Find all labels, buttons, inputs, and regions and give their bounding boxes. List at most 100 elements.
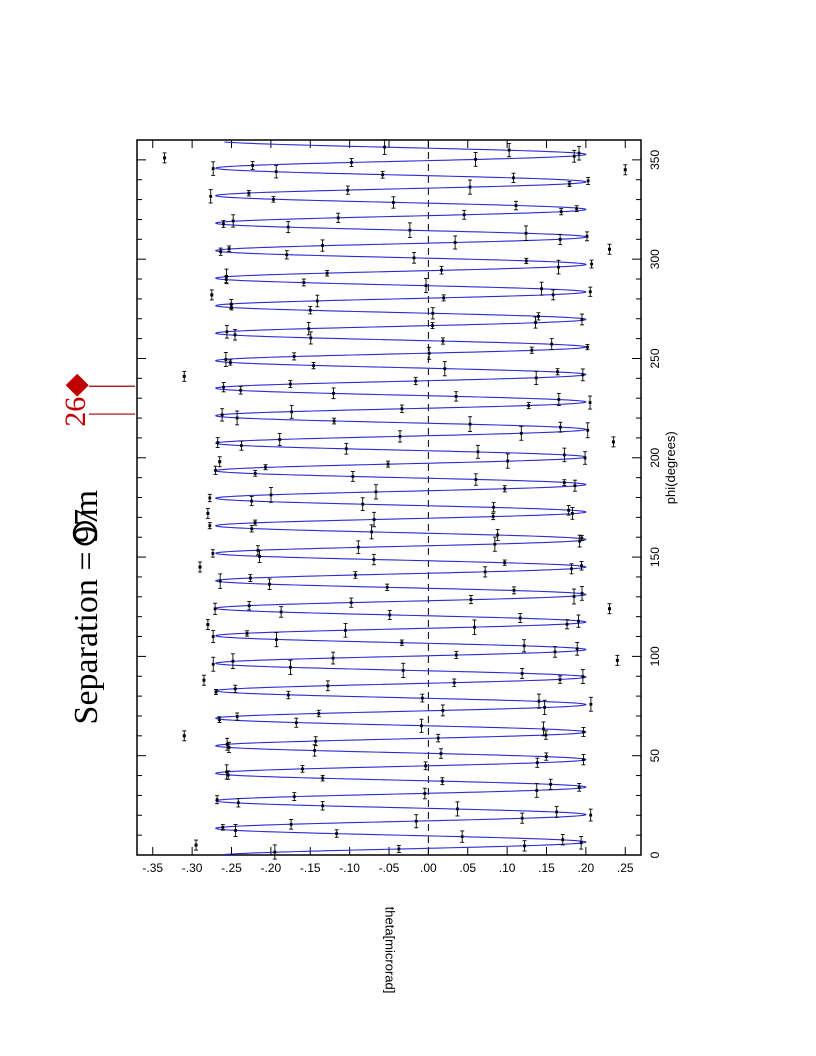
x-tick-label: 0 xyxy=(648,851,662,858)
x-tick-label: 150 xyxy=(648,547,662,567)
data-point xyxy=(441,339,445,343)
data-point xyxy=(275,638,278,642)
data-point xyxy=(312,364,315,368)
data-point xyxy=(292,354,296,358)
data-point xyxy=(211,662,215,666)
data-point xyxy=(372,558,376,561)
data-point xyxy=(222,385,226,389)
data-point xyxy=(372,518,376,521)
outlier-point xyxy=(210,293,214,297)
data-point xyxy=(414,819,418,823)
data-point xyxy=(307,327,311,331)
plot-frame xyxy=(136,139,642,856)
data-point xyxy=(473,625,476,629)
data-point xyxy=(227,745,231,749)
data-point xyxy=(555,810,559,814)
data-point xyxy=(503,487,507,491)
data-point xyxy=(326,684,330,688)
data-point xyxy=(344,447,348,451)
data-point xyxy=(225,330,229,334)
data-point xyxy=(235,715,239,718)
data-point xyxy=(527,404,531,408)
data-point xyxy=(454,653,458,657)
data-point xyxy=(288,382,292,386)
data-point xyxy=(309,336,313,340)
data-point xyxy=(279,610,283,614)
outlier-point xyxy=(163,156,167,160)
data-point xyxy=(253,471,257,475)
data-point xyxy=(346,188,350,192)
data-point xyxy=(431,324,434,328)
data-point xyxy=(441,709,445,712)
data-point xyxy=(476,450,480,454)
data-point xyxy=(412,256,416,260)
data-point xyxy=(581,373,585,377)
y-tick-label: .00 xyxy=(420,861,437,875)
data-point xyxy=(228,361,232,364)
data-point xyxy=(468,185,472,189)
x-axis-label: phi(degrees) xyxy=(663,431,678,504)
data-point xyxy=(567,508,571,512)
data-point xyxy=(534,376,538,380)
data-point xyxy=(520,816,524,820)
outlier-point xyxy=(218,460,222,464)
data-point xyxy=(523,844,526,848)
data-point xyxy=(580,318,584,321)
data-point xyxy=(353,573,357,577)
fit-curve xyxy=(214,141,587,856)
data-point xyxy=(585,234,589,238)
data-point xyxy=(211,635,215,638)
data-point xyxy=(392,201,395,204)
data-point xyxy=(573,484,577,488)
data-point xyxy=(218,718,221,722)
data-point xyxy=(240,444,243,448)
data-point xyxy=(572,154,576,158)
outlier-point xyxy=(615,658,619,662)
data-point xyxy=(218,579,222,583)
data-point xyxy=(582,758,585,762)
data-point xyxy=(385,585,389,589)
data-point xyxy=(468,422,472,426)
data-point xyxy=(565,622,569,626)
data-point xyxy=(572,595,576,598)
data-point xyxy=(520,672,524,675)
data-point xyxy=(253,521,257,525)
data-point xyxy=(317,712,321,715)
data-point xyxy=(553,650,557,654)
y-tick-label: .10 xyxy=(499,861,516,875)
x-tick-label: 250 xyxy=(648,348,662,368)
data-point xyxy=(225,742,229,746)
data-point xyxy=(550,342,554,346)
data-point xyxy=(251,164,255,167)
y-tick-label: -.25 xyxy=(221,861,242,875)
data-point xyxy=(321,776,325,780)
data-point xyxy=(290,410,294,414)
data-point xyxy=(524,259,528,263)
data-point xyxy=(336,216,340,220)
data-point xyxy=(551,293,555,297)
x-tick-label: 50 xyxy=(648,749,662,763)
data-point xyxy=(590,262,593,266)
outlier-point xyxy=(611,440,615,444)
data-point xyxy=(294,721,298,725)
data-point xyxy=(350,161,353,164)
data-point xyxy=(386,462,390,466)
data-point xyxy=(227,247,231,251)
data-point xyxy=(588,290,592,294)
data-point xyxy=(524,231,528,235)
data-point xyxy=(349,601,353,605)
data-point xyxy=(219,250,223,254)
data-point xyxy=(424,764,428,768)
data-point xyxy=(568,182,571,186)
data-point xyxy=(577,619,580,623)
data-point xyxy=(559,210,563,214)
data-point xyxy=(424,284,428,287)
data-point xyxy=(235,416,239,420)
data-point xyxy=(440,268,443,272)
data-point xyxy=(226,773,230,777)
data-point xyxy=(325,271,329,275)
plot-area: 0 50 100 150 200 250 300 350 .25 .20 .15 .10 .05 .00 -… xyxy=(59,139,678,993)
data-point xyxy=(214,690,218,694)
data-point xyxy=(214,468,217,472)
data-point xyxy=(381,173,385,177)
